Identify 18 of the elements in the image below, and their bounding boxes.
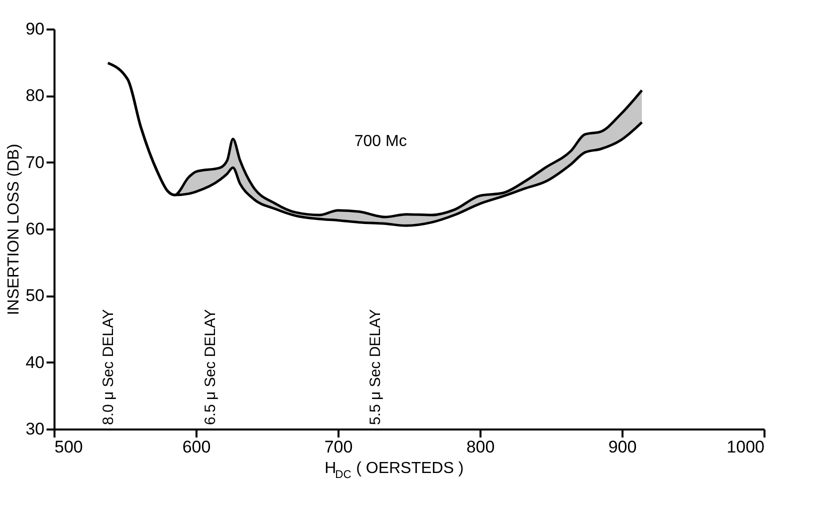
y-tick-label: 50 <box>26 286 44 306</box>
y-axis-title: INSERTION LOSS (DB) <box>6 144 23 316</box>
x-tick-label: 700 <box>324 438 353 456</box>
y-tick-label: 60 <box>26 220 44 238</box>
y-tick-label: 30 <box>26 420 44 438</box>
x-tick-label: 500 <box>54 438 83 456</box>
annotation: 700 Mc <box>354 133 407 150</box>
y-tick-label: 70 <box>26 152 44 172</box>
annotation: 5.5 μ Sec DELAY <box>366 309 384 425</box>
y-tick-label: 90 <box>26 20 44 38</box>
y-tick-label: 40 <box>26 352 44 372</box>
x-tick-label: 800 <box>466 438 495 456</box>
x-tick-label: 600 <box>182 438 211 456</box>
x-tick-label: 900 <box>608 438 637 456</box>
y-tick-label: 80 <box>26 86 44 106</box>
annotation: 8.0 μ Sec DELAY <box>100 309 117 425</box>
annotation: 6.5 μ Sec DELAY <box>202 309 220 425</box>
x-tick-label: 1000 <box>726 438 764 456</box>
